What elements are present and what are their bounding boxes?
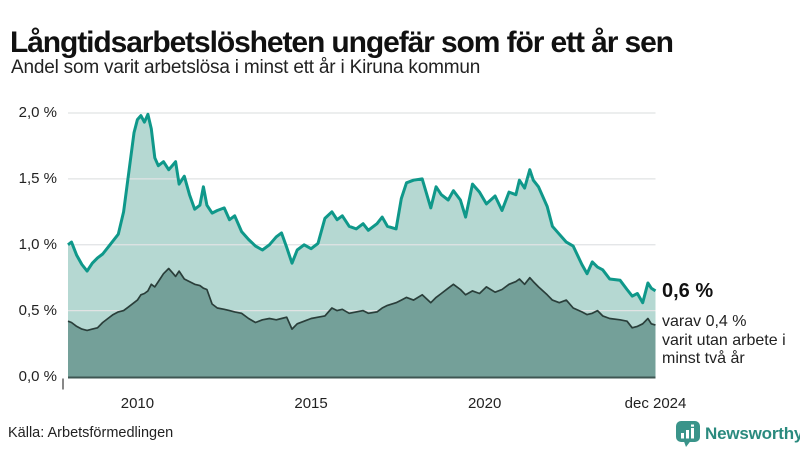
annotation-line: minst två år [662,350,745,367]
one-year-line [67,112,657,305]
source-text: Källa: Arbetsförmedlingen [8,425,174,441]
page-title: Långtidsarbetslösheten ungefär som för e… [10,26,674,60]
newsworthy-icon [676,421,700,447]
two-year-line [67,267,656,332]
x-axis-label: 2015 [294,395,328,412]
end-value: 0,6 % [662,280,714,302]
x-axis-label: 2010 [120,395,155,412]
annotation-line: varav 0,4 % [662,313,747,330]
two-year-area [68,268,656,377]
end-value-annotation: 0,6 % varav 0,4 % varit utan arbete i mi… [662,280,800,369]
y-axis-label: 0,0 % [18,367,57,385]
annotation-line: varit utan arbete i [662,331,786,349]
annotation-note: varav 0,4 % varit utan arbete i minst tv… [662,313,800,369]
y-axis-label: 1,5 % [18,169,57,187]
y-axis-label: 0,5 % [18,301,57,319]
y-axis-label: 2,0 % [18,104,57,121]
x-axis: 2010 2015 2020 dec 2024 [0,394,800,414]
x-axis-label: dec 2024 [624,395,687,412]
y-axis-label: 1,0 % [18,235,57,253]
chart-subtitle: Andel som varit arbetslösa i minst ett å… [11,57,481,78]
x-axis-label: 2020 [467,395,502,412]
brand-name: Newsworthy [705,424,800,443]
brand-logo: Newsworthy [676,421,800,447]
